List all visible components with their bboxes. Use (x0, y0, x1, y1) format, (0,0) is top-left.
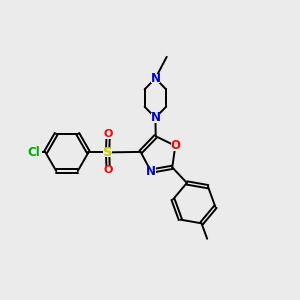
Text: O: O (103, 165, 113, 175)
Text: O: O (170, 139, 180, 152)
Text: N: N (150, 111, 161, 124)
Bar (103, 130, 113, 139)
Bar (103, 148, 112, 157)
Text: N: N (150, 72, 161, 85)
Bar (103, 166, 113, 175)
Bar (26, 148, 42, 157)
Bar (151, 74, 160, 83)
Text: S: S (103, 146, 112, 159)
Bar (170, 141, 180, 151)
Bar (146, 166, 156, 176)
Text: N: N (146, 165, 156, 178)
Bar (151, 113, 160, 122)
Text: O: O (103, 130, 113, 140)
Text: Cl: Cl (28, 146, 40, 159)
